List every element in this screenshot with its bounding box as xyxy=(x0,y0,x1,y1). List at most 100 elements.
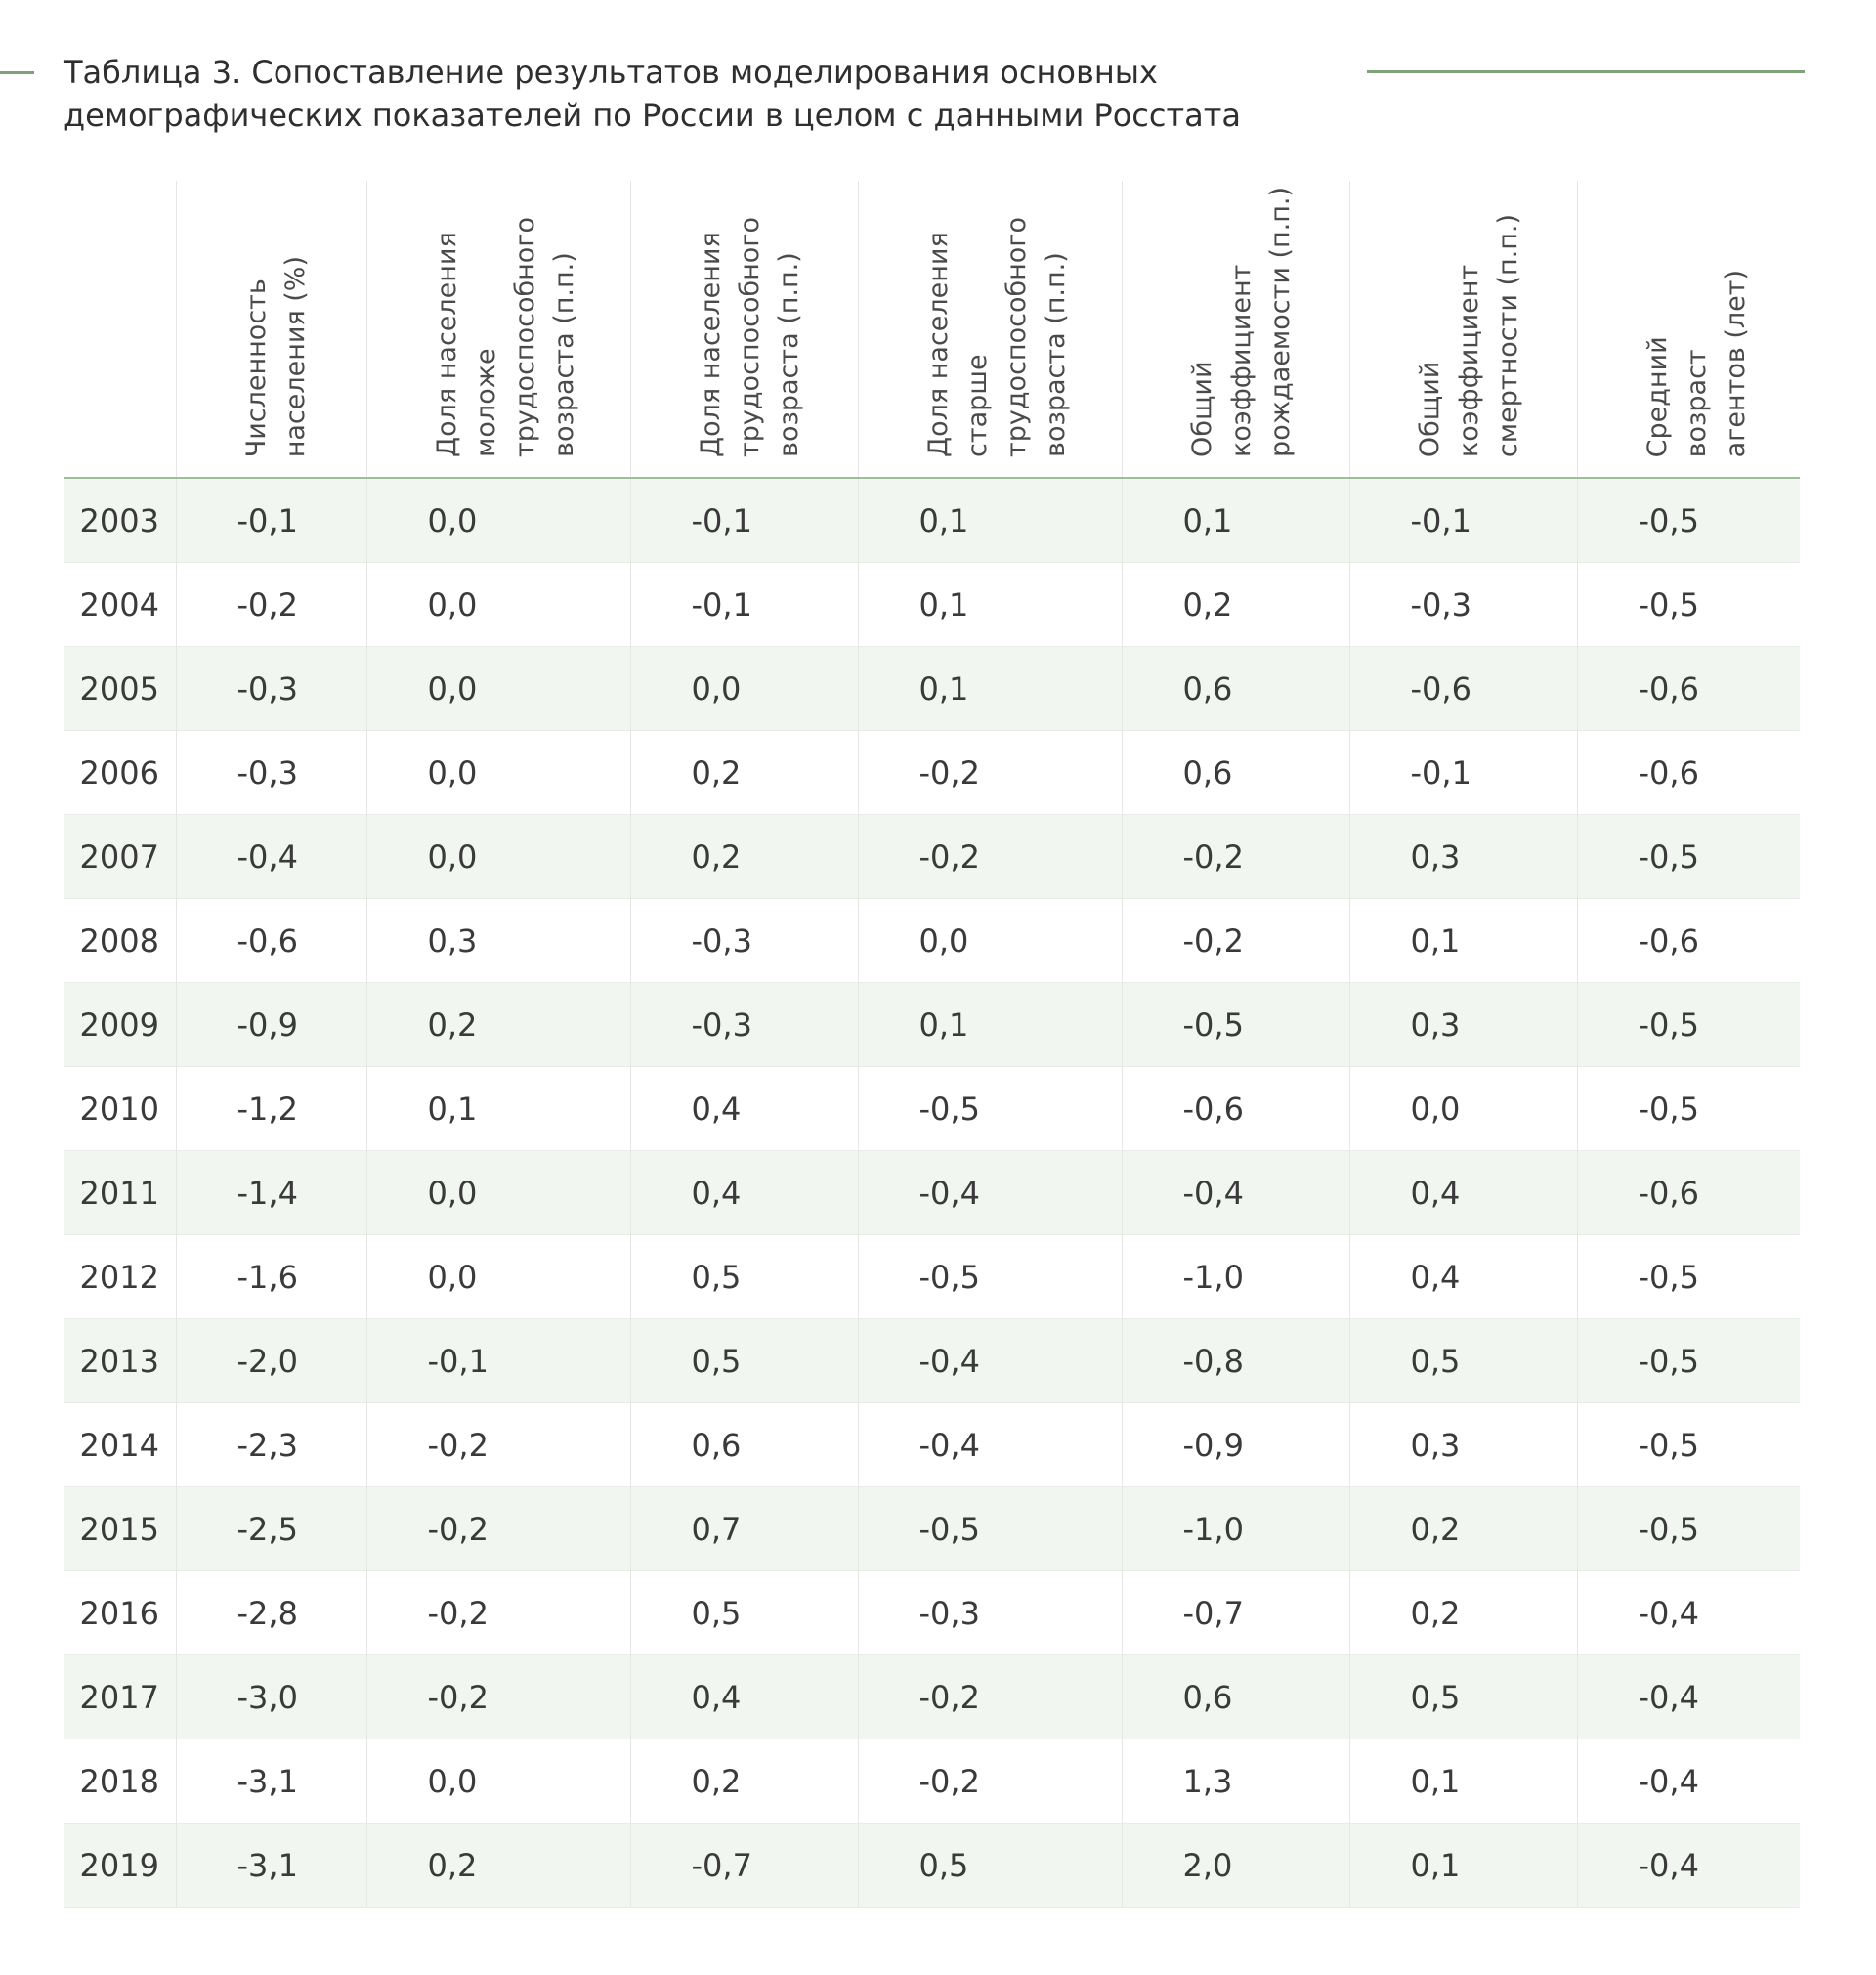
table-cell: -0,1 xyxy=(1348,730,1577,815)
table-cell: -0,4 xyxy=(1576,1823,1800,1908)
table-row: 2012 -1,6 0,0 0,5 -0,5 -1,0 0,4 -0,5 xyxy=(64,1234,1800,1319)
row-year-cell: 2014 xyxy=(64,1402,176,1487)
table-cell: 1,3 xyxy=(1121,1739,1349,1824)
table-cell: -0,6 xyxy=(1348,646,1577,731)
table-cell: 0,6 xyxy=(1121,1654,1349,1739)
table-row: 2010 -1,2 0,1 0,4 -0,5 -0,6 0,0 -0,5 xyxy=(64,1066,1800,1151)
table-cell: 0,5 xyxy=(1348,1654,1577,1739)
table-cell: -0,8 xyxy=(1121,1318,1349,1403)
header-label: Доля населения старше трудоспособного во… xyxy=(922,217,1071,457)
table-cell: -0,5 xyxy=(1576,1234,1800,1319)
table-cell: 0,2 xyxy=(629,730,858,815)
table-cell: -0,5 xyxy=(857,1066,1122,1151)
table-cell: 0,3 xyxy=(1348,814,1577,899)
table-cell: -0,1 xyxy=(175,477,366,563)
table-row: 2004 -0,2 0,0 -0,1 0,1 0,2 -0,3 -0,5 xyxy=(64,562,1800,647)
table-cell: 0,6 xyxy=(1121,646,1349,731)
header-label: Средний возраст агентов (лет) xyxy=(1642,269,1751,457)
table-cell: -0,2 xyxy=(365,1402,630,1487)
table-cell: 0,0 xyxy=(365,477,630,563)
table-cell: 0,5 xyxy=(857,1823,1122,1908)
table-cell: -0,6 xyxy=(175,898,366,983)
table-cell: 0,1 xyxy=(1121,477,1349,563)
table-cell: -0,9 xyxy=(1121,1402,1349,1487)
table-cell: -0,6 xyxy=(1576,898,1800,983)
row-year-cell: 2004 xyxy=(64,562,176,647)
table-row: 2013 -2,0 -0,1 0,5 -0,4 -0,8 0,5 -0,5 xyxy=(64,1318,1800,1403)
table-row: 2009 -0,9 0,2 -0,3 0,1 -0,5 0,3 -0,5 xyxy=(64,982,1800,1067)
table-cell: -0,2 xyxy=(1121,814,1349,899)
table-cell: 0,1 xyxy=(857,562,1122,647)
table-cell: -0,1 xyxy=(1348,477,1577,563)
table-cell: -0,2 xyxy=(857,730,1122,815)
table-cell: 0,0 xyxy=(365,814,630,899)
table-cell: 0,1 xyxy=(857,646,1122,731)
table-cell: 0,7 xyxy=(629,1486,858,1571)
table-cell: -0,1 xyxy=(365,1318,630,1403)
table-cell: -0,7 xyxy=(1121,1570,1349,1655)
table-cell: 0,0 xyxy=(365,1150,630,1235)
table-cell: 0,5 xyxy=(629,1570,858,1655)
row-year-cell: 2019 xyxy=(64,1823,176,1908)
table-cell: 0,2 xyxy=(365,1823,630,1908)
table-cell: -3,1 xyxy=(175,1739,366,1824)
table-cell: -0,2 xyxy=(1121,898,1349,983)
table-row: 2003 -0,1 0,0 -0,1 0,1 0,1 -0,1 -0,5 xyxy=(64,477,1800,563)
title-accent-rule-left xyxy=(0,71,34,74)
table-cell: -0,4 xyxy=(175,814,366,899)
table-cell: 0,0 xyxy=(365,1739,630,1824)
table-cell: -0,5 xyxy=(1576,477,1800,563)
table-cell: -0,5 xyxy=(1576,982,1800,1067)
row-year-cell: 2018 xyxy=(64,1739,176,1824)
table-cell: -0,6 xyxy=(1576,730,1800,815)
table-cell: 0,2 xyxy=(1348,1570,1577,1655)
table-cell: 0,0 xyxy=(365,730,630,815)
data-table-container: Численность населения (%) Доля населения… xyxy=(64,181,1800,1908)
row-year-cell: 2008 xyxy=(64,898,176,983)
table-cell: -0,4 xyxy=(1121,1150,1349,1235)
table-cell: -0,6 xyxy=(1121,1066,1349,1151)
table-cell: -0,2 xyxy=(365,1486,630,1571)
table-cell: 0,3 xyxy=(1348,982,1577,1067)
table-cell: -0,5 xyxy=(1576,1066,1800,1151)
table-cell: 0,0 xyxy=(365,562,630,647)
table-cell: -0,5 xyxy=(1576,1486,1800,1571)
header-population-size: Численность населения (%) xyxy=(175,181,366,479)
header-share-working-age: Доля населения трудоспособного возраста … xyxy=(629,181,858,479)
header-share-above-working-age: Доля населения старше трудоспособного во… xyxy=(857,181,1122,479)
table-cell: -0,2 xyxy=(175,562,366,647)
table-cell: -1,0 xyxy=(1121,1486,1349,1571)
table-cell: 0,0 xyxy=(857,898,1122,983)
table-row: 2007 -0,4 0,0 0,2 -0,2 -0,2 0,3 -0,5 xyxy=(64,814,1800,899)
header-label: Численность населения (%) xyxy=(240,255,311,457)
table-row: 2019 -3,1 0,2 -0,7 0,5 2,0 0,1 -0,4 xyxy=(64,1823,1800,1908)
table-cell: -0,4 xyxy=(857,1318,1122,1403)
table-cell: 0,4 xyxy=(629,1150,858,1235)
table-cell: -0,6 xyxy=(1576,646,1800,731)
table-cell: -3,1 xyxy=(175,1823,366,1908)
table-cell: 0,4 xyxy=(1348,1150,1577,1235)
table-cell: -0,4 xyxy=(857,1402,1122,1487)
table-cell: 0,2 xyxy=(1348,1486,1577,1571)
header-label: Доля населения моложе трудоспособного во… xyxy=(431,217,579,457)
row-year-cell: 2016 xyxy=(64,1570,176,1655)
table-cell: -0,9 xyxy=(175,982,366,1067)
table-cell: -0,5 xyxy=(857,1234,1122,1319)
table-cell: -0,1 xyxy=(629,477,858,563)
table-cell: -0,5 xyxy=(1576,1402,1800,1487)
table-cell: -0,6 xyxy=(1576,1150,1800,1235)
table-cell: -1,2 xyxy=(175,1066,366,1151)
table-cell: 0,1 xyxy=(1348,1739,1577,1824)
table-cell: 0,5 xyxy=(629,1234,858,1319)
table-cell: -0,2 xyxy=(365,1654,630,1739)
table-cell: -0,2 xyxy=(857,1739,1122,1824)
table-header-row: Численность населения (%) Доля населения… xyxy=(64,181,1800,479)
table-cell: -0,3 xyxy=(1348,562,1577,647)
table-cell: 0,2 xyxy=(629,814,858,899)
table-caption-line-2: демографических показателей по России в … xyxy=(64,97,1241,134)
table-cell: -2,3 xyxy=(175,1402,366,1487)
table-cell: -0,5 xyxy=(1576,814,1800,899)
title-accent-rule-right xyxy=(1367,70,1805,73)
header-label: Общий коэффициент смертности (п.п.) xyxy=(1414,213,1523,457)
table-row: 2018 -3,1 0,0 0,2 -0,2 1,3 0,1 -0,4 xyxy=(64,1739,1800,1824)
